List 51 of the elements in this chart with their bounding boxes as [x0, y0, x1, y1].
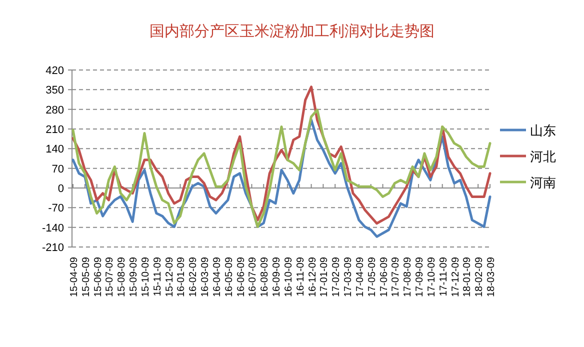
- x-tick-label: 16-07-09: [248, 256, 259, 298]
- x-tick-label: 17-11-09: [438, 256, 450, 296]
- x-tick-label: 17-09-09: [414, 256, 426, 298]
- x-tick-label: 16-05-09: [224, 256, 235, 298]
- x-tick-label: 16-03-09: [200, 256, 212, 298]
- x-tick-label: 15-08-09: [116, 256, 128, 298]
- x-tick-label: 17-10-09: [426, 256, 438, 298]
- y-tick-label: 280: [46, 104, 64, 116]
- x-tick-label: 16-12-09: [307, 256, 318, 298]
- line-series: [72, 108, 492, 228]
- x-tick-label: 15-05-09: [80, 256, 92, 298]
- x-tick-label: 15-12-09: [164, 256, 176, 298]
- x-tick-label: 17-06-09: [378, 256, 390, 298]
- x-tick-label: 16-09-09: [272, 256, 283, 298]
- x-tick-label: 17-01-09: [319, 256, 330, 298]
- x-tick-label: 17-08-09: [402, 256, 414, 298]
- x-tick-label: 15-07-09: [104, 256, 116, 298]
- x-tick-label: 17-04-09: [354, 256, 366, 298]
- x-tick-label: 16-04-09: [212, 256, 223, 298]
- y-tick-label: 350: [46, 84, 64, 97]
- legend-label: 河北: [530, 149, 556, 164]
- x-tick-label: 16-02-09: [188, 256, 200, 298]
- x-tick-label: 18-02-09: [474, 256, 486, 298]
- x-tick-label: 15-09-09: [128, 256, 140, 298]
- x-tick-label: 15-06-09: [92, 256, 104, 298]
- x-tick-label: 17-02-09: [331, 256, 342, 298]
- y-tick-label: -70: [48, 202, 64, 215]
- x-tick-label: 17-03-09: [343, 256, 354, 298]
- x-tick-label: 18-01-09: [462, 256, 474, 298]
- y-tick-label: 140: [46, 144, 64, 156]
- legend-label: 河南: [530, 175, 556, 190]
- x-tick-label: 16-01-09: [176, 256, 188, 298]
- x-tick-label: 16-06-09: [236, 256, 247, 298]
- y-tick-label: -210: [42, 242, 64, 254]
- y-tick-label: 0: [58, 183, 64, 195]
- x-tick-label: 17-05-09: [366, 256, 378, 298]
- x-tick-label: 15-11-09: [152, 256, 164, 296]
- x-tick-label: 16-11-09: [295, 256, 306, 296]
- x-tick-label: 18-03-09: [486, 256, 497, 298]
- y-tick-label: 420: [46, 65, 64, 77]
- y-tick-label: -140: [42, 222, 64, 234]
- x-tick-label: 16-10-09: [283, 256, 294, 298]
- y-tick-label: 70: [52, 163, 64, 176]
- legend-label: 山东: [530, 123, 556, 138]
- x-tick-label: 17-12-09: [450, 256, 462, 298]
- y-tick-label: 210: [46, 124, 64, 136]
- x-tick-label: 15-10-09: [140, 256, 152, 298]
- x-tick-label: 16-08-09: [260, 256, 271, 298]
- x-tick-label: 15-04-09: [69, 256, 80, 298]
- x-tick-label: 17-07-09: [390, 256, 402, 298]
- chart-title: 国内部分产区玉米淀粉加工利润对比走势图: [150, 23, 434, 40]
